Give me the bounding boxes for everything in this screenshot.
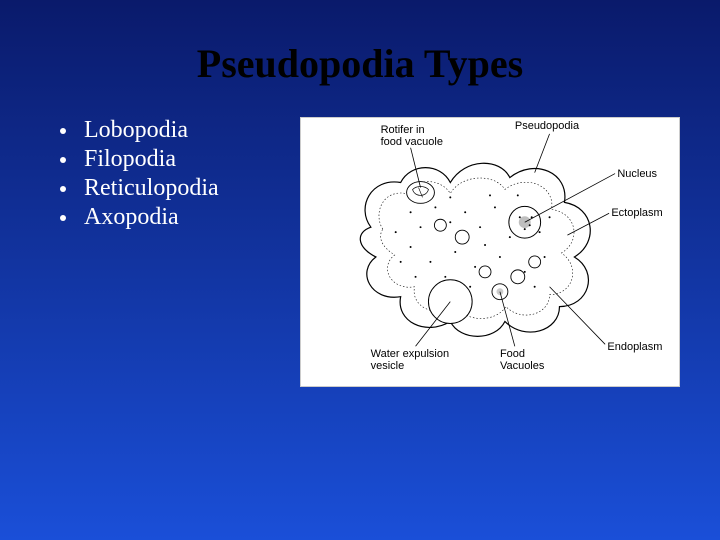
bullet-icon xyxy=(60,128,66,134)
bullet-text: Axopodia xyxy=(84,204,179,231)
bullet-icon xyxy=(60,157,66,163)
diagram-label: Ectoplasm xyxy=(611,207,662,219)
amoeba-diagram: Rotifer infood vacuole Pseudopodia Nucleus… xyxy=(300,117,680,387)
nucleus xyxy=(509,206,541,238)
diagram-label: Rotifer infood vacuole xyxy=(381,124,443,148)
content-row: Lobopodia Filopodia Reticulopodia Axopod… xyxy=(40,117,680,387)
bullet-list: Lobopodia Filopodia Reticulopodia Axopod… xyxy=(40,117,280,233)
list-item: Lobopodia xyxy=(60,117,280,144)
bullet-text: Reticulopodia xyxy=(84,175,219,202)
slide-title: Pseudopodia Types xyxy=(40,40,680,87)
diagram-label: Pseudopodia xyxy=(515,120,579,132)
bullet-icon xyxy=(60,215,66,221)
bullet-icon xyxy=(60,186,66,192)
rotifer-vacuole xyxy=(407,182,435,204)
list-item: Reticulopodia xyxy=(60,175,280,202)
amoeba-body xyxy=(360,163,590,336)
slide: Pseudopodia Types Lobopodia Filopodia Re… xyxy=(0,0,720,540)
bullet-text: Filopodia xyxy=(84,146,176,173)
diagram-label: Nucleus xyxy=(617,168,657,180)
diagram-label: FoodVacuoles xyxy=(500,348,544,372)
bullet-text: Lobopodia xyxy=(84,117,188,144)
diagram-label: Endoplasm xyxy=(607,341,662,353)
diagram-label: Water expulsionvesicle xyxy=(371,348,449,372)
list-item: Filopodia xyxy=(60,146,280,173)
list-item: Axopodia xyxy=(60,204,280,231)
